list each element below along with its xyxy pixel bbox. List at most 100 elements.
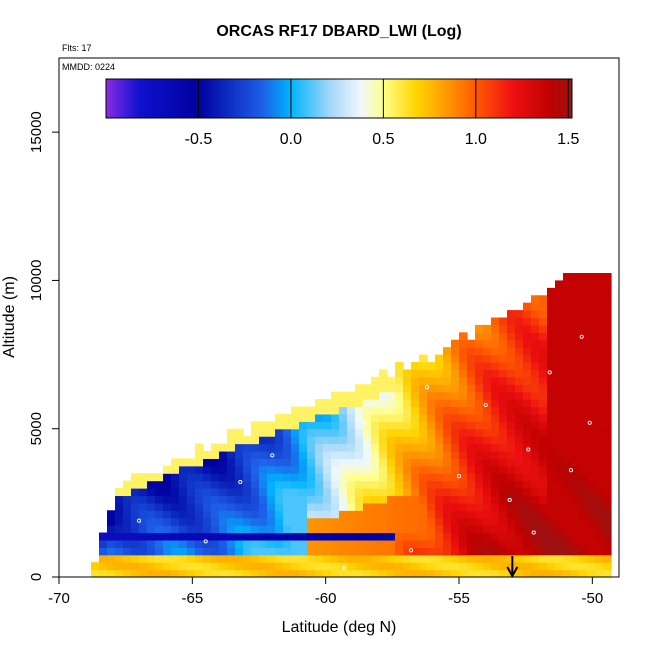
field-cell	[563, 532, 572, 541]
field-cell	[459, 436, 468, 445]
field-cell	[539, 347, 548, 356]
field-cell	[547, 502, 556, 511]
field-cell	[491, 480, 500, 489]
field-cell	[603, 465, 612, 474]
field-cell	[403, 406, 412, 415]
field-cell	[307, 443, 316, 452]
colorbar-swatch	[266, 79, 269, 118]
field-cell	[203, 480, 212, 489]
field-cell	[579, 539, 588, 548]
field-cell	[475, 428, 484, 437]
field-cell	[451, 539, 460, 548]
colorbar-tick-label: 1.5	[557, 131, 579, 148]
field-cell	[115, 539, 124, 548]
field-cell	[531, 339, 540, 348]
field-cell	[387, 428, 396, 437]
field-cell	[371, 384, 380, 393]
field-cell	[355, 480, 364, 489]
field-cell	[579, 354, 588, 363]
field-cell	[539, 332, 548, 341]
field-cell	[451, 339, 460, 348]
field-cell	[587, 436, 596, 445]
field-cell	[347, 399, 356, 408]
field-cell	[363, 406, 372, 415]
field-cell	[435, 488, 444, 497]
field-cell	[179, 562, 188, 571]
colorbar-swatch	[374, 79, 377, 118]
field-cell	[563, 510, 572, 519]
field-cell	[227, 532, 236, 541]
field-cell	[451, 413, 460, 422]
field-cell	[475, 450, 484, 459]
colorbar-swatch	[338, 79, 341, 118]
field-cell	[499, 458, 508, 467]
field-cell	[179, 547, 188, 556]
field-cell	[419, 354, 428, 363]
field-cell	[595, 317, 604, 326]
field-cell	[307, 517, 316, 526]
field-cell	[523, 421, 532, 430]
field-cell	[555, 465, 564, 474]
field-cell	[435, 413, 444, 422]
field-cell	[395, 436, 404, 445]
field-cell	[571, 406, 580, 415]
colorbar-swatch	[120, 79, 123, 118]
field-cell	[579, 436, 588, 445]
field-cell	[267, 428, 276, 437]
field-cell	[579, 525, 588, 534]
field-cell	[347, 525, 356, 534]
field-cell	[115, 517, 124, 526]
field-cell	[283, 539, 292, 548]
field-cell	[435, 569, 444, 578]
field-cell	[499, 480, 508, 489]
field-cell	[323, 458, 332, 467]
colorbar-swatch	[468, 79, 471, 118]
colorbar-swatch	[132, 79, 135, 118]
field-cell	[563, 280, 572, 289]
field-cell	[395, 532, 404, 541]
field-cell	[395, 554, 404, 563]
field-cell	[187, 554, 196, 563]
colorbar-swatch	[222, 79, 225, 118]
field-cell	[227, 562, 236, 571]
field-cell	[395, 547, 404, 556]
field-cell	[275, 562, 284, 571]
field-cell	[475, 421, 484, 430]
field-cell	[299, 547, 308, 556]
colorbar-swatch	[556, 79, 559, 118]
field-cell	[451, 369, 460, 378]
field-cell	[219, 488, 228, 497]
field-cell	[147, 517, 156, 526]
field-cell	[555, 339, 564, 348]
field-cell	[539, 317, 548, 326]
field-cell	[579, 361, 588, 370]
field-cell	[315, 502, 324, 511]
field-cell	[315, 562, 324, 571]
field-cell	[315, 532, 324, 541]
field-cell	[227, 517, 236, 526]
field-cell	[107, 562, 116, 571]
field-cell	[323, 406, 332, 415]
field-cell	[339, 391, 348, 400]
field-cell	[339, 450, 348, 459]
obs-point	[568, 468, 574, 473]
field-cell	[227, 539, 236, 548]
field-cell	[259, 465, 268, 474]
field-cell	[603, 480, 612, 489]
field-cell	[571, 473, 580, 482]
colorbar-swatch	[258, 79, 261, 118]
field-cell	[339, 517, 348, 526]
field-cell	[347, 539, 356, 548]
field-cell	[475, 495, 484, 504]
field-cell	[323, 443, 332, 452]
field-cell	[523, 554, 532, 563]
field-cell	[155, 510, 164, 519]
field-cell	[195, 458, 204, 467]
field-cell	[211, 488, 220, 497]
field-cell	[595, 428, 604, 437]
field-cell	[515, 569, 524, 578]
field-cell	[587, 310, 596, 319]
field-cell	[171, 539, 180, 548]
field-cell	[515, 480, 524, 489]
field-cell	[139, 539, 148, 548]
